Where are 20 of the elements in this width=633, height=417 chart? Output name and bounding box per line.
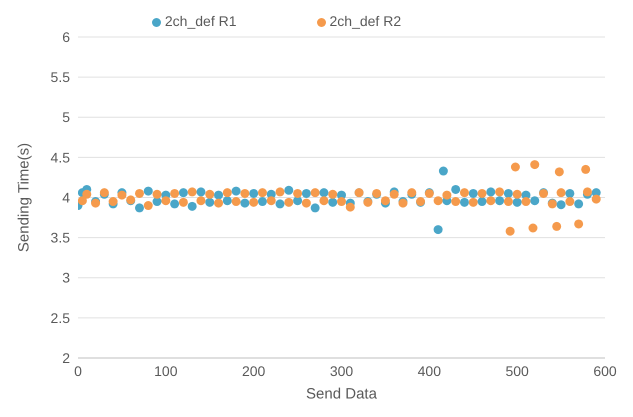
y-tick-label: 4 bbox=[62, 189, 70, 206]
x-tick-label: 200 bbox=[242, 362, 266, 379]
x-tick-label: 500 bbox=[505, 362, 530, 379]
legend-label: 2ch_def R2 bbox=[330, 13, 402, 29]
y-tick-label: 5.5 bbox=[50, 69, 70, 86]
y-tick-label: 2 bbox=[62, 350, 70, 366]
x-tick-label: 300 bbox=[330, 362, 354, 379]
y-tick-label: 6 bbox=[62, 28, 70, 45]
y-axis-title: Sending Time(s) bbox=[15, 142, 32, 252]
y-tick-label: 5 bbox=[62, 109, 70, 126]
x-tick-label: 400 bbox=[418, 362, 442, 379]
y-tick-label: 3.5 bbox=[50, 230, 70, 246]
x-axis-title: Send Data bbox=[306, 386, 378, 403]
x-tick-label: 0 bbox=[74, 362, 82, 379]
legend-label: 2ch_def R1 bbox=[164, 13, 236, 29]
x-tick-label: 100 bbox=[154, 362, 178, 379]
y-tick-label: 4.5 bbox=[50, 149, 70, 166]
y-tick-label: 2.5 bbox=[50, 310, 70, 326]
y-tick-label: 3 bbox=[62, 270, 70, 286]
x-tick-label: 600 bbox=[593, 362, 617, 379]
